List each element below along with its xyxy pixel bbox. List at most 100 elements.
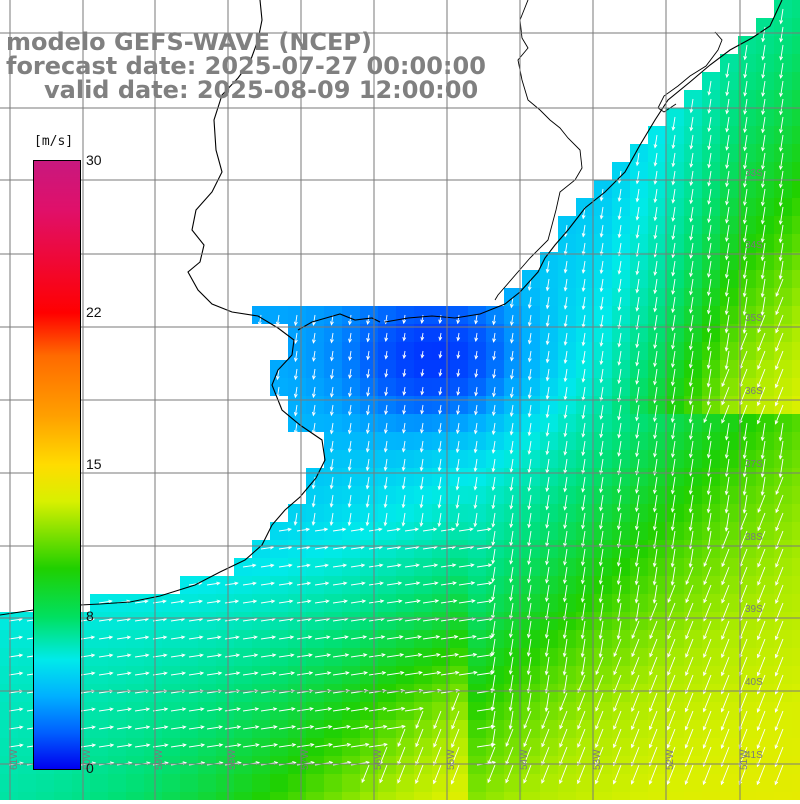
wind-arrow xyxy=(476,546,492,550)
wind-arrow-head xyxy=(491,468,496,473)
wind-arrow-head xyxy=(451,725,455,730)
wind-arrow-head xyxy=(18,671,24,676)
wind-arrow-head xyxy=(563,305,568,310)
wind-arrow xyxy=(170,618,185,622)
wind-arrow xyxy=(721,710,730,731)
wind-arrow-head xyxy=(327,707,333,711)
wind-arrow-head xyxy=(775,508,780,514)
wind-arrow-head xyxy=(634,599,639,604)
wind-arrow-head xyxy=(653,198,658,204)
wind-arrow-head xyxy=(432,527,438,532)
wind-arrow xyxy=(635,512,640,530)
wind-arrow xyxy=(8,654,23,658)
wind-arrow xyxy=(618,512,622,530)
wind-arrow xyxy=(349,350,352,361)
wind-arrow xyxy=(546,476,550,492)
wind-arrow-head xyxy=(724,436,729,441)
wind-arrow xyxy=(707,332,712,351)
wind-arrow xyxy=(636,368,640,384)
wind-arrow-head xyxy=(545,597,549,603)
wind-arrow-head xyxy=(364,706,369,711)
wind-arrow-head xyxy=(581,561,585,567)
wind-arrow xyxy=(260,744,278,748)
wind-arrow xyxy=(312,422,316,434)
wind-arrow-head xyxy=(738,780,743,786)
wind-arrow-head xyxy=(311,339,316,344)
wind-arrow xyxy=(563,638,568,657)
wind-arrow-head xyxy=(707,273,711,278)
wind-arrow-head xyxy=(527,322,532,327)
wind-arrow xyxy=(775,584,784,604)
wind-arrow-head xyxy=(18,635,24,640)
wind-arrow xyxy=(224,654,240,658)
wind-arrow-head xyxy=(470,581,476,586)
wind-arrow xyxy=(564,494,568,510)
wind-arrow xyxy=(721,746,730,767)
wind-arrow xyxy=(98,654,113,658)
wind-speed-cell xyxy=(792,522,800,540)
wind-arrow xyxy=(491,692,496,711)
wind-arrow-head xyxy=(451,706,456,712)
wind-arrow xyxy=(654,134,658,148)
wind-arrow xyxy=(721,728,730,749)
wind-arrow xyxy=(384,512,388,526)
lon-label-53W: 53W xyxy=(592,749,603,770)
wind-arrow xyxy=(492,584,496,601)
wind-arrow xyxy=(487,764,496,783)
wind-speed-cell xyxy=(738,792,756,804)
wind-arrow xyxy=(581,620,586,639)
wind-arrow-head xyxy=(487,527,492,532)
wind-arrow xyxy=(294,404,298,416)
wind-arrow-head xyxy=(545,322,550,328)
wind-arrow xyxy=(528,440,532,454)
wind-arrow-head xyxy=(689,254,693,259)
wind-arrow xyxy=(433,710,442,729)
wind-arrow xyxy=(402,476,406,489)
wind-arrow-head xyxy=(581,543,585,548)
wind-arrow-head xyxy=(328,725,333,729)
wind-speed-cell xyxy=(0,774,18,792)
wind-arrow-head xyxy=(778,238,783,244)
wind-arrow xyxy=(649,638,658,657)
wind-arrow xyxy=(278,618,293,622)
wind-arrow-head xyxy=(508,707,513,712)
wind-arrow xyxy=(761,278,766,297)
wind-arrow xyxy=(492,530,496,546)
wind-arrow-head xyxy=(347,503,352,508)
wind-speed-cell xyxy=(342,792,360,804)
wind-arrow-head xyxy=(652,489,657,495)
wind-arrow xyxy=(368,636,385,640)
wind-arrow-head xyxy=(653,180,658,185)
wind-arrow xyxy=(491,656,496,674)
wind-arrow xyxy=(314,600,329,604)
wind-arrow xyxy=(600,260,604,274)
wind-arrow-head xyxy=(487,778,492,784)
wind-arrow xyxy=(422,618,439,622)
wind-arrow-head xyxy=(348,320,352,326)
wind-arrow-head xyxy=(580,579,585,585)
wind-arrow-head xyxy=(346,707,351,711)
wind-arrow-head xyxy=(617,270,622,275)
wind-speed-cell xyxy=(360,774,378,792)
wind-arrow-head xyxy=(652,562,657,568)
wind-arrow-head xyxy=(379,778,383,784)
wind-arrow-head xyxy=(330,339,334,344)
wind-arrow-head xyxy=(488,599,494,604)
wind-speed-cell xyxy=(198,774,216,792)
wind-arrow-head xyxy=(778,455,783,460)
wind-arrow xyxy=(600,530,604,548)
wind-arrow-head xyxy=(108,653,114,658)
wind-arrow xyxy=(726,62,730,78)
wind-arrow xyxy=(348,476,352,489)
wind-arrow xyxy=(421,386,424,395)
wind-arrow-head xyxy=(324,581,330,586)
wind-arrow xyxy=(386,564,401,568)
wind-arrow xyxy=(98,744,114,748)
wind-arrow-head xyxy=(420,429,424,434)
wind-arrow xyxy=(116,672,131,676)
wind-arrow xyxy=(577,674,586,693)
wind-arrow-head xyxy=(706,291,711,297)
wind-arrow xyxy=(422,600,439,604)
wind-arrow xyxy=(456,440,460,453)
wind-arrow xyxy=(492,566,496,582)
